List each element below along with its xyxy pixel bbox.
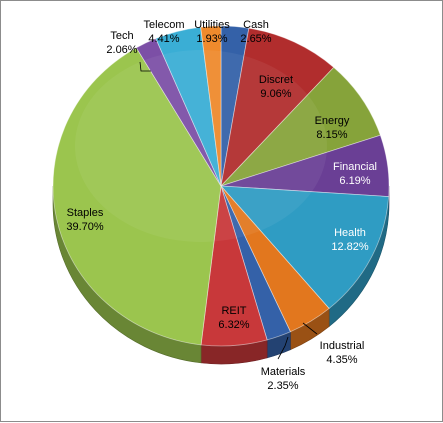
label-value-utilities: 1.93% [196, 33, 227, 45]
label-value-energy: 8.15% [316, 129, 347, 141]
label-value-health: 12.82% [331, 241, 369, 253]
label-value-industrial: 4.35% [326, 354, 357, 366]
label-value-reit: 6.32% [218, 319, 249, 331]
label-name-materials: Materials [261, 366, 306, 378]
label-value-staples: 39.70% [66, 221, 104, 233]
label-name-tech: Tech [110, 30, 133, 42]
label-value-tech: 2.06% [106, 44, 137, 56]
label-name-energy: Energy [315, 115, 350, 127]
label-name-telecom: Telecom [144, 19, 185, 31]
label-name-reit: REIT [221, 305, 246, 317]
label-value-discret: 9.06% [260, 88, 291, 100]
label-name-financial: Financial [333, 161, 377, 173]
label-name-cash: Cash [243, 19, 269, 31]
label-name-utilities: Utilities [194, 19, 230, 31]
label-name-staples: Staples [67, 207, 104, 219]
label-value-telecom: 4.41% [148, 33, 179, 45]
label-value-cash: 2.65% [240, 33, 271, 45]
label-name-industrial: Industrial [320, 340, 365, 352]
label-name-health: Health [334, 227, 366, 239]
label-value-materials: 2.35% [267, 380, 298, 392]
label-value-financial: 6.19% [339, 175, 370, 187]
label-name-discret: Discret [259, 74, 293, 86]
